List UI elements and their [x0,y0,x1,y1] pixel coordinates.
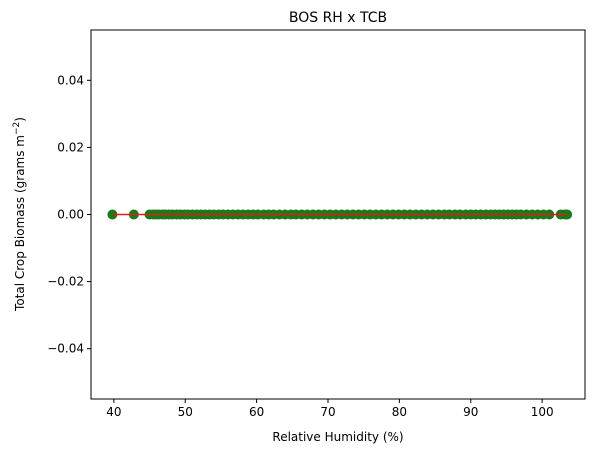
x-tick-label: 40 [106,405,121,419]
y-tick-label: 0.02 [57,140,84,154]
y-axis-ticks: −0.04 −0.02 0.00 0.02 0.04 [47,73,91,356]
y-axis-label-superscript: −2 [12,122,22,135]
chart-title: BOS RH x TCB [289,10,387,26]
y-tick-label: 0.00 [57,208,84,222]
x-axis-label: Relative Humidity (%) [272,430,403,444]
x-tick-label: 50 [178,405,193,419]
y-tick-label: −0.04 [47,342,84,356]
x-tick-label: 100 [531,405,554,419]
y-axis-label: Total Crop Biomass (grams m−2) [12,117,27,312]
y-tick-label: −0.02 [47,275,84,289]
x-tick-label: 70 [320,405,335,419]
x-tick-label: 90 [463,405,478,419]
x-axis-ticks: 40 50 60 70 80 90 100 [106,399,554,419]
data-marks [107,209,573,220]
y-axis-label-main: Total Crop Biomass (grams m [13,135,27,312]
x-tick-label: 60 [249,405,264,419]
y-axis-label-close: ) [13,117,27,122]
y-tick-label: 0.04 [57,73,84,87]
x-tick-label: 80 [392,405,407,419]
